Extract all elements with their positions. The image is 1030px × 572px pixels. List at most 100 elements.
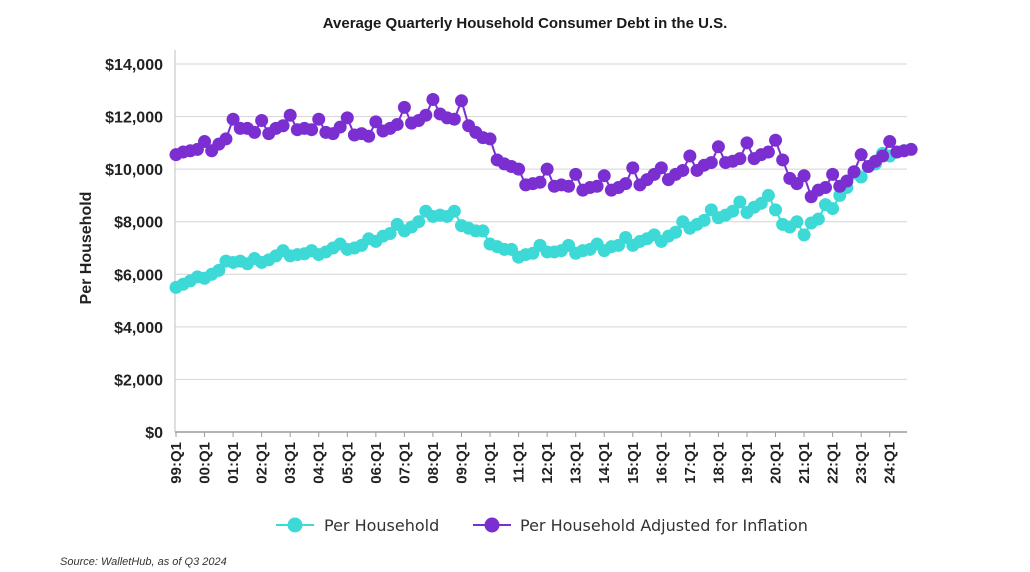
data-point <box>397 100 411 114</box>
data-point <box>683 149 697 163</box>
x-tick-label: 16:Q1 <box>653 442 670 484</box>
y-tick-label: $14,000 <box>105 57 163 74</box>
data-point <box>761 145 775 159</box>
data-point <box>255 114 269 128</box>
data-point <box>590 179 604 193</box>
source-note: Source: WalletHub, as of Q3 2024 <box>60 556 227 568</box>
legend-item-per-household[interactable]: Per Household <box>276 516 439 535</box>
x-tick-label: 04:Q1 <box>311 442 328 484</box>
x-tick-label: 20:Q1 <box>768 442 785 484</box>
data-point <box>369 115 383 129</box>
data-point <box>383 227 397 241</box>
x-tick-label: 01:Q1 <box>225 442 242 484</box>
data-point <box>654 161 668 175</box>
data-point <box>876 149 890 163</box>
x-tick-label: 08:Q1 <box>425 442 442 484</box>
y-tick-label: $4,000 <box>114 320 163 337</box>
data-point <box>540 162 554 176</box>
data-point <box>697 213 711 227</box>
data-point <box>426 92 440 106</box>
y-tick-label: $0 <box>145 425 163 442</box>
data-point <box>248 125 262 139</box>
data-point <box>597 169 611 183</box>
data-point <box>883 135 897 149</box>
data-point <box>733 195 747 209</box>
data-point <box>390 117 404 131</box>
y-tick-label: $8,000 <box>114 215 163 232</box>
data-point <box>412 215 426 229</box>
series-adjusted-for-inflation <box>169 92 918 204</box>
chart-title: Average Quarterly Household Consumer Deb… <box>323 15 728 32</box>
series-per-household <box>169 144 911 294</box>
data-point <box>212 263 226 277</box>
data-point <box>676 163 690 177</box>
x-tick-label: 07:Q1 <box>396 442 413 484</box>
data-point <box>904 142 918 156</box>
x-tick-label: 10:Q1 <box>482 442 499 484</box>
data-point <box>447 112 461 126</box>
data-point <box>733 152 747 166</box>
data-point <box>419 108 433 122</box>
legend-swatch-marker-adjusted <box>484 517 500 533</box>
x-tick-label: 11:Q1 <box>511 442 528 483</box>
x-tick-label: 99:Q1 <box>168 442 185 484</box>
x-tick-label: 00:Q1 <box>197 442 214 484</box>
data-point <box>769 133 783 147</box>
y-tick-label: $10,000 <box>105 162 163 179</box>
legend-item-adjusted[interactable]: Per Household Adjusted for Inflation <box>473 516 808 535</box>
x-tick-label: 06:Q1 <box>368 442 385 484</box>
x-tick-label: 09:Q1 <box>453 442 470 484</box>
x-axis-ticks: 99:Q1 00:Q1 01:Q1 02:Q1 03:Q1 04:Q1 05:Q1 06:Q1… <box>168 432 899 484</box>
data-point <box>711 140 725 154</box>
legend: Per Household Per Household Adjusted for… <box>276 516 808 535</box>
data-point <box>790 215 804 229</box>
data-point <box>619 177 633 191</box>
data-point <box>305 123 319 137</box>
legend-label-adjusted: Per Household Adjusted for Inflation <box>520 516 808 535</box>
data-point <box>811 212 825 226</box>
data-point <box>797 169 811 183</box>
data-point <box>569 167 583 181</box>
data-point <box>447 204 461 218</box>
data-point <box>512 162 526 176</box>
y-tick-label: $6,000 <box>114 267 163 284</box>
data-point <box>219 132 233 146</box>
data-point <box>826 202 840 216</box>
x-tick-label: 02:Q1 <box>254 442 271 484</box>
data-point <box>198 135 212 149</box>
data-point <box>626 161 640 175</box>
x-tick-label: 12:Q1 <box>539 442 556 484</box>
data-point <box>340 111 354 125</box>
data-point <box>476 224 490 238</box>
data-point <box>847 165 861 179</box>
data-point <box>726 204 740 218</box>
legend-swatch-marker-per-household <box>287 517 303 533</box>
y-axis-label: Per Household <box>78 192 95 305</box>
data-point <box>797 228 811 242</box>
data-point <box>776 153 790 167</box>
x-tick-label: 21:Q1 <box>796 442 813 484</box>
data-point <box>854 148 868 162</box>
data-point <box>333 120 347 134</box>
x-tick-label: 23:Q1 <box>853 442 870 484</box>
data-point <box>761 188 775 202</box>
series-layer <box>169 92 918 294</box>
data-point <box>362 129 376 143</box>
data-point <box>669 225 683 239</box>
data-point <box>740 136 754 150</box>
legend-label-per-household: Per Household <box>324 516 439 535</box>
data-point <box>826 167 840 181</box>
data-point <box>276 119 290 133</box>
y-axis-ticks: $0 $2,000 $4,000 $6,000 $8,000 $10,000 $12,000… <box>105 57 163 442</box>
y-tick-label: $2,000 <box>114 372 163 389</box>
x-tick-label: 15:Q1 <box>625 442 642 484</box>
x-tick-label: 18:Q1 <box>710 442 727 484</box>
data-point <box>533 175 547 189</box>
x-tick-label: 17:Q1 <box>682 442 699 484</box>
data-point <box>562 179 576 193</box>
data-point <box>769 203 783 217</box>
data-point <box>283 108 297 122</box>
data-point <box>226 112 240 126</box>
data-point <box>483 132 497 146</box>
